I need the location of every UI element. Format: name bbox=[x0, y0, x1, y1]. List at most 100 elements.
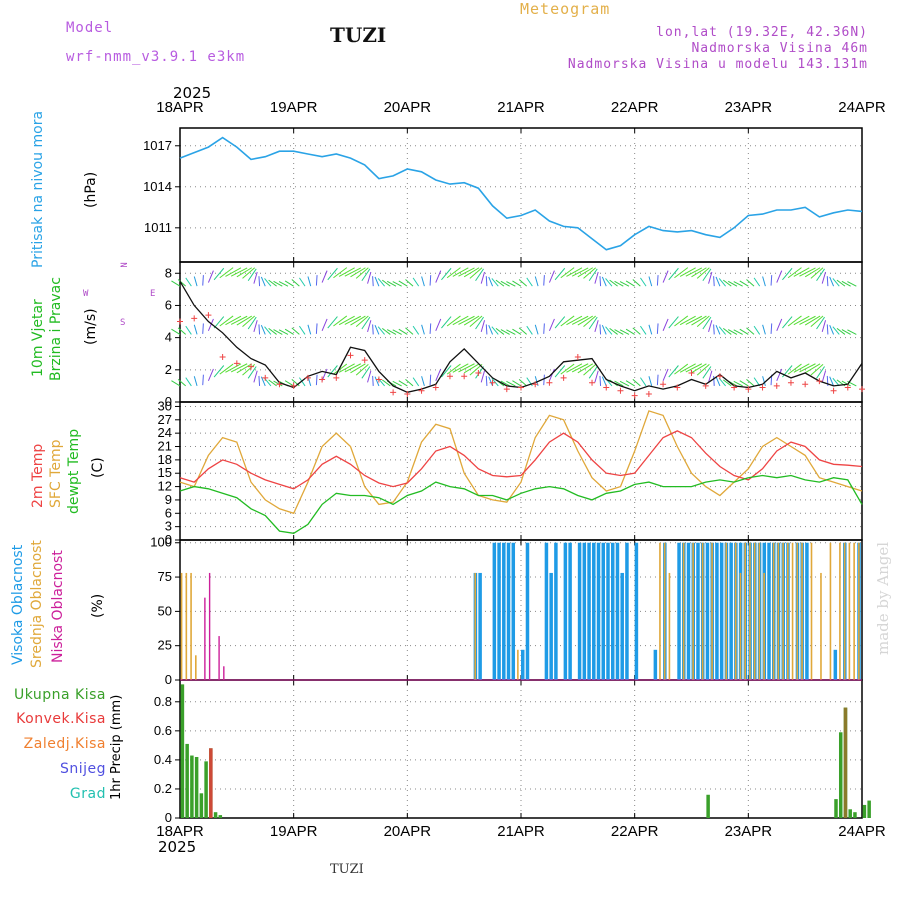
wind-arrow bbox=[614, 380, 624, 387]
wind-arrow bbox=[746, 378, 755, 387]
wind-arrow bbox=[715, 325, 721, 335]
wind-arrow bbox=[350, 267, 366, 278]
wind-arrow bbox=[543, 374, 545, 386]
wind-arrow bbox=[315, 374, 318, 386]
wind-arrow bbox=[668, 267, 679, 281]
wind-gust-marker bbox=[816, 378, 823, 385]
wind-arrow bbox=[847, 281, 857, 287]
wind-arrow bbox=[253, 320, 258, 333]
wind-arrow bbox=[810, 364, 824, 376]
wind-arrow bbox=[583, 364, 597, 376]
wind-arrow bbox=[219, 267, 234, 279]
wind-arrow bbox=[463, 363, 480, 374]
precip-bar bbox=[853, 812, 857, 818]
wind-arrow bbox=[632, 378, 641, 387]
wind-arrow bbox=[338, 315, 355, 326]
wind-arrow bbox=[392, 281, 402, 287]
wind-arrow bbox=[258, 375, 261, 386]
y-tick-label: 8 bbox=[165, 265, 172, 280]
wind-arrow bbox=[177, 378, 187, 387]
wind-arrow bbox=[715, 376, 721, 387]
wind-arrow bbox=[202, 275, 204, 286]
wind-arrow bbox=[799, 363, 816, 373]
wind-arrow bbox=[810, 315, 824, 328]
y-tick-label: 1014 bbox=[143, 179, 172, 194]
wind-arrow bbox=[225, 267, 242, 277]
wind-arrow bbox=[770, 323, 773, 334]
wind-arrow bbox=[804, 315, 821, 326]
wind-arrow bbox=[566, 267, 583, 277]
year-top: 2025 bbox=[173, 84, 212, 102]
wind-arrow bbox=[512, 380, 522, 387]
precip-bar bbox=[194, 756, 199, 818]
wind-arrow bbox=[776, 318, 783, 331]
wind-arrow bbox=[193, 376, 198, 387]
wind-arrow bbox=[534, 324, 539, 335]
wind-arrow bbox=[571, 363, 589, 373]
cloud-high-bar bbox=[587, 542, 591, 680]
wind-arrow bbox=[776, 368, 783, 382]
wind-arrow bbox=[588, 366, 598, 379]
wind-arrow bbox=[762, 324, 766, 335]
cloud-mid-bar bbox=[749, 542, 751, 680]
cloud-mid-bar bbox=[753, 542, 756, 680]
wind-arrow bbox=[560, 363, 575, 375]
cloud-mid-bar bbox=[517, 649, 519, 680]
wind-arrow bbox=[213, 267, 225, 281]
wind-arrow bbox=[662, 368, 669, 382]
cloud-high-bar bbox=[506, 542, 511, 680]
wind-arrow bbox=[548, 368, 555, 382]
wind-gust-marker bbox=[304, 374, 311, 381]
wind-arrow bbox=[746, 327, 755, 335]
cloud-mid-bar bbox=[701, 542, 704, 680]
y-tick-label: 0.4 bbox=[154, 752, 172, 767]
wind-arrow bbox=[344, 315, 362, 325]
wind-arrow bbox=[696, 267, 710, 279]
wind-arrow bbox=[718, 377, 726, 387]
wind-arrow bbox=[739, 328, 749, 335]
wind-arrow bbox=[485, 324, 488, 335]
y-tick-label: 0.8 bbox=[154, 694, 172, 709]
wind-arrow bbox=[333, 267, 348, 279]
wind-gust-marker bbox=[461, 373, 468, 380]
wind-arrow bbox=[236, 267, 253, 278]
cloud-mid-bar bbox=[180, 572, 183, 680]
cloud-low-bar bbox=[208, 572, 211, 680]
wind-arrow bbox=[609, 327, 618, 335]
wind-arrow bbox=[685, 315, 703, 325]
snow-label: Snijeg bbox=[59, 761, 106, 777]
wind-arrow bbox=[787, 363, 802, 375]
wind-gust-marker bbox=[290, 382, 297, 389]
wind-arrow bbox=[696, 364, 710, 376]
wind-arrow bbox=[374, 276, 380, 287]
wind-arrow bbox=[679, 363, 696, 373]
cloud-mid-bar bbox=[782, 542, 784, 680]
cloud-high-bar bbox=[729, 542, 733, 680]
wind-arrow bbox=[307, 324, 312, 335]
wind-arrow bbox=[452, 315, 469, 326]
wind-arrow bbox=[668, 365, 679, 378]
wind-arrow bbox=[722, 279, 732, 287]
wind-arrow bbox=[398, 280, 408, 287]
wind-arrow bbox=[247, 366, 257, 379]
cloud-mid-bar bbox=[858, 542, 860, 680]
wind-gust-marker bbox=[787, 379, 794, 386]
cloud-high-bar bbox=[492, 542, 497, 680]
y-tick-label: 9 bbox=[165, 492, 172, 507]
cloud-high-bar bbox=[715, 542, 719, 680]
wind-arrow bbox=[821, 320, 827, 333]
precip-bar bbox=[204, 761, 208, 818]
y-tick-label: 15 bbox=[158, 465, 172, 480]
cloud-mid-bar bbox=[777, 542, 780, 680]
wind-arrow bbox=[632, 279, 641, 287]
precip-bar bbox=[848, 809, 852, 818]
wind-arrow bbox=[512, 280, 522, 287]
wind-arrow bbox=[554, 316, 566, 329]
wind-arrow bbox=[753, 325, 761, 335]
wind-gust-marker bbox=[333, 374, 340, 381]
cloud-mid-bar bbox=[474, 572, 477, 680]
wind-arrow bbox=[242, 267, 256, 279]
wind-arrow bbox=[236, 363, 253, 374]
wind-arrow bbox=[821, 370, 827, 383]
x-date-label-top: 21APR bbox=[497, 99, 545, 116]
